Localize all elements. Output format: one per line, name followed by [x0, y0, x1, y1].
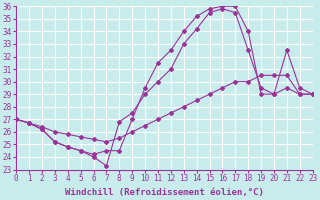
X-axis label: Windchill (Refroidissement éolien,°C): Windchill (Refroidissement éolien,°C)	[65, 188, 264, 197]
